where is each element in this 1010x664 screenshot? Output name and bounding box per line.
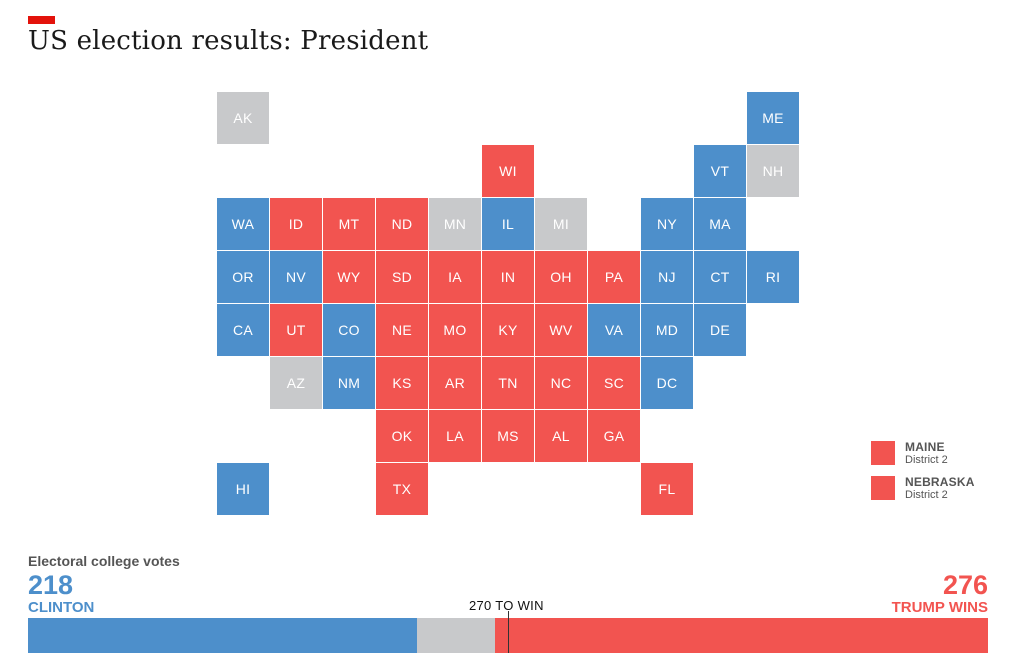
state-tile-mi[interactable]: MI [535,198,587,250]
state-tile-ne[interactable]: NE [376,304,428,356]
state-tile-wi[interactable]: WI [482,145,534,197]
state-tile-in[interactable]: IN [482,251,534,303]
state-tile-nd[interactable]: ND [376,198,428,250]
legend-name-nebraska: NEBRASKA [905,475,975,489]
state-tile-wa[interactable]: WA [217,198,269,250]
state-tile-nj[interactable]: NJ [641,251,693,303]
trump-votes: 276 [942,570,988,600]
state-tile-ar[interactable]: AR [429,357,481,409]
to-win-label: 270 TO WIN [469,598,544,613]
state-tile-ok[interactable]: OK [376,410,428,462]
state-tile-ma[interactable]: MA [694,198,746,250]
state-tile-pa[interactable]: PA [588,251,640,303]
electoral-votes-label: Electoral college votes [28,553,180,569]
clinton-votes: 218 [28,570,74,600]
state-tile-mn[interactable]: MN [429,198,481,250]
state-tile-va[interactable]: VA [588,304,640,356]
270-to-win-marker [508,611,509,653]
bar-segment-clinton [28,618,417,653]
state-tile-md[interactable]: MD [641,304,693,356]
state-tile-ny[interactable]: NY [641,198,693,250]
legend-swatch-maine [871,441,895,465]
legend-maine-district-2: MAINE District 2 [871,441,948,467]
page-title: US election results: President [28,26,429,56]
state-tile-la[interactable]: LA [429,410,481,462]
state-tile-ca[interactable]: CA [217,304,269,356]
state-tile-nc[interactable]: NC [535,357,587,409]
state-tile-tx[interactable]: TX [376,463,428,515]
state-tile-hi[interactable]: HI [217,463,269,515]
state-tile-az[interactable]: AZ [270,357,322,409]
state-tile-de[interactable]: DE [694,304,746,356]
state-tile-il[interactable]: IL [482,198,534,250]
legend-swatch-nebraska [871,476,895,500]
state-tile-wy[interactable]: WY [323,251,375,303]
state-tile-fl[interactable]: FL [641,463,693,515]
state-tile-or[interactable]: OR [217,251,269,303]
state-tile-nm[interactable]: NM [323,357,375,409]
bar-segment-trump [495,618,988,653]
state-tile-al[interactable]: AL [535,410,587,462]
state-tile-dc[interactable]: DC [641,357,693,409]
state-tile-ms[interactable]: MS [482,410,534,462]
state-tile-oh[interactable]: OH [535,251,587,303]
state-tile-ks[interactable]: KS [376,357,428,409]
state-tile-co[interactable]: CO [323,304,375,356]
legend-sub-maine: District 2 [905,454,948,466]
state-tile-ri[interactable]: RI [747,251,799,303]
state-tile-ut[interactable]: UT [270,304,322,356]
state-tile-sd[interactable]: SD [376,251,428,303]
state-tile-tn[interactable]: TN [482,357,534,409]
legend-sub-nebraska: District 2 [905,489,948,501]
state-tile-mt[interactable]: MT [323,198,375,250]
state-tile-ak[interactable]: AK [217,92,269,144]
legend-nebraska-district-2: NEBRASKA District 2 [871,476,975,502]
state-tile-ia[interactable]: IA [429,251,481,303]
bar-segment-undecided [416,618,496,653]
state-tile-nv[interactable]: NV [270,251,322,303]
state-tile-mo[interactable]: MO [429,304,481,356]
state-tile-ct[interactable]: CT [694,251,746,303]
electoral-vote-bar [28,618,988,653]
state-tile-nh[interactable]: NH [747,145,799,197]
legend-name-maine: MAINE [905,440,945,454]
state-tile-id[interactable]: ID [270,198,322,250]
state-tile-ga[interactable]: GA [588,410,640,462]
state-tile-wv[interactable]: WV [535,304,587,356]
brand-accent-bar [28,16,55,24]
clinton-label: CLINTON [28,599,95,616]
state-tile-vt[interactable]: VT [694,145,746,197]
trump-label: TRUMP WINS [891,599,988,616]
state-tile-map: AK ME WI VT NH WA ID MT ND MN IL MI NY MA OR NV WY SD IA IN… [217,92,799,515]
state-tile-me[interactable]: ME [747,92,799,144]
state-tile-ky[interactable]: KY [482,304,534,356]
state-tile-sc[interactable]: SC [588,357,640,409]
